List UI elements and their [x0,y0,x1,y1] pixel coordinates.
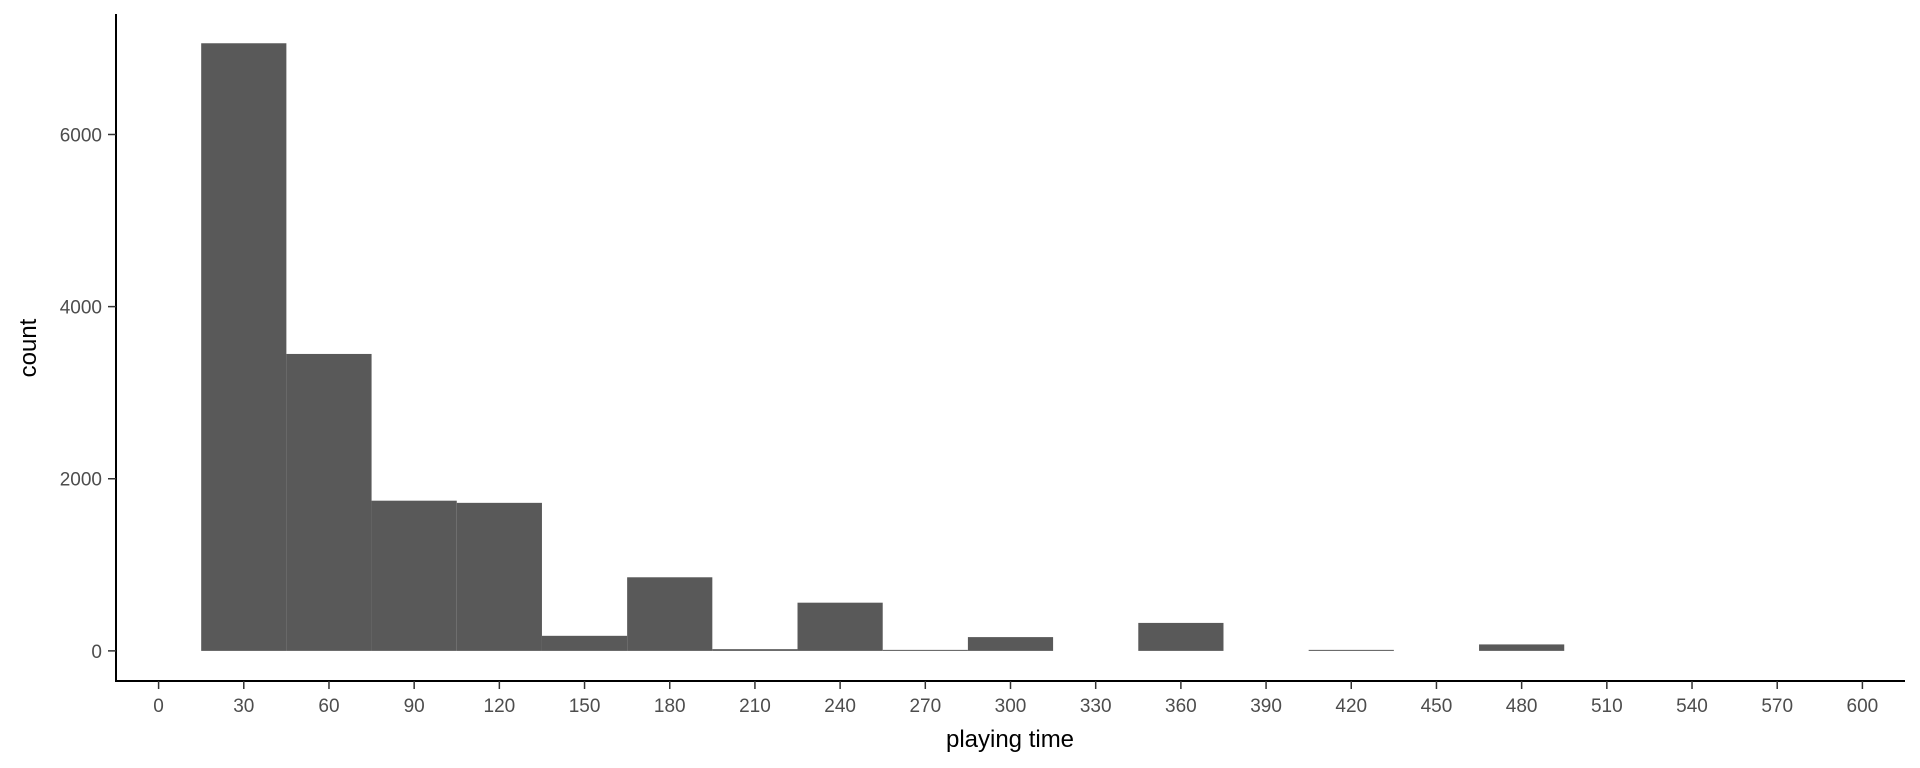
bar-120 [456,502,542,651]
x-tick-label: 540 [1676,696,1708,717]
bar-270 [882,649,968,651]
x-tick-label: 60 [318,696,339,717]
x-tick-label: 90 [404,696,425,717]
bar-150 [541,635,628,651]
y-axis-title: count [15,318,42,377]
x-tick-label: 210 [739,696,771,717]
y-tick-label: 6000 [60,125,102,146]
x-tick-label: 390 [1250,696,1282,717]
bar-360 [1138,622,1224,651]
x-tick-label: 570 [1761,696,1793,717]
x-tick-label: 150 [569,696,601,717]
y-tick-label: 4000 [60,298,102,319]
bar-300 [967,637,1054,651]
y-tick-label: 0 [91,642,102,663]
x-ticks-group: 0 30 60 90 120 150 180 210 240 270 300 330 360 390 420… [153,681,1878,717]
x-tick-label: 480 [1506,696,1538,717]
x-tick-label: 420 [1335,696,1367,717]
bars-group [201,43,1565,651]
x-tick-label: 30 [233,696,254,717]
x-tick-label: 240 [824,696,856,717]
x-tick-label: 270 [909,696,941,717]
bar-90 [371,500,457,651]
bar-180 [627,577,713,651]
bar-60 [286,353,372,651]
x-tick-label: 300 [995,696,1027,717]
x-tick-label: 330 [1080,696,1112,717]
x-axis-title: playing time [946,726,1074,753]
y-ticks-group: 0 2000 4000 6000 [60,125,116,663]
bar-240 [797,602,883,651]
x-tick-label: 180 [654,696,686,717]
x-tick-label: 450 [1421,696,1453,717]
bar-30 [201,43,287,651]
x-tick-label: 0 [153,696,164,717]
y-tick-label: 2000 [60,470,102,491]
x-tick-label: 120 [484,696,516,717]
x-tick-label: 510 [1591,696,1623,717]
bar-210 [712,649,798,651]
bar-480 [1479,644,1565,651]
x-tick-label: 360 [1165,696,1197,717]
bar-420 [1308,649,1394,651]
x-tick-label: 600 [1847,696,1879,717]
